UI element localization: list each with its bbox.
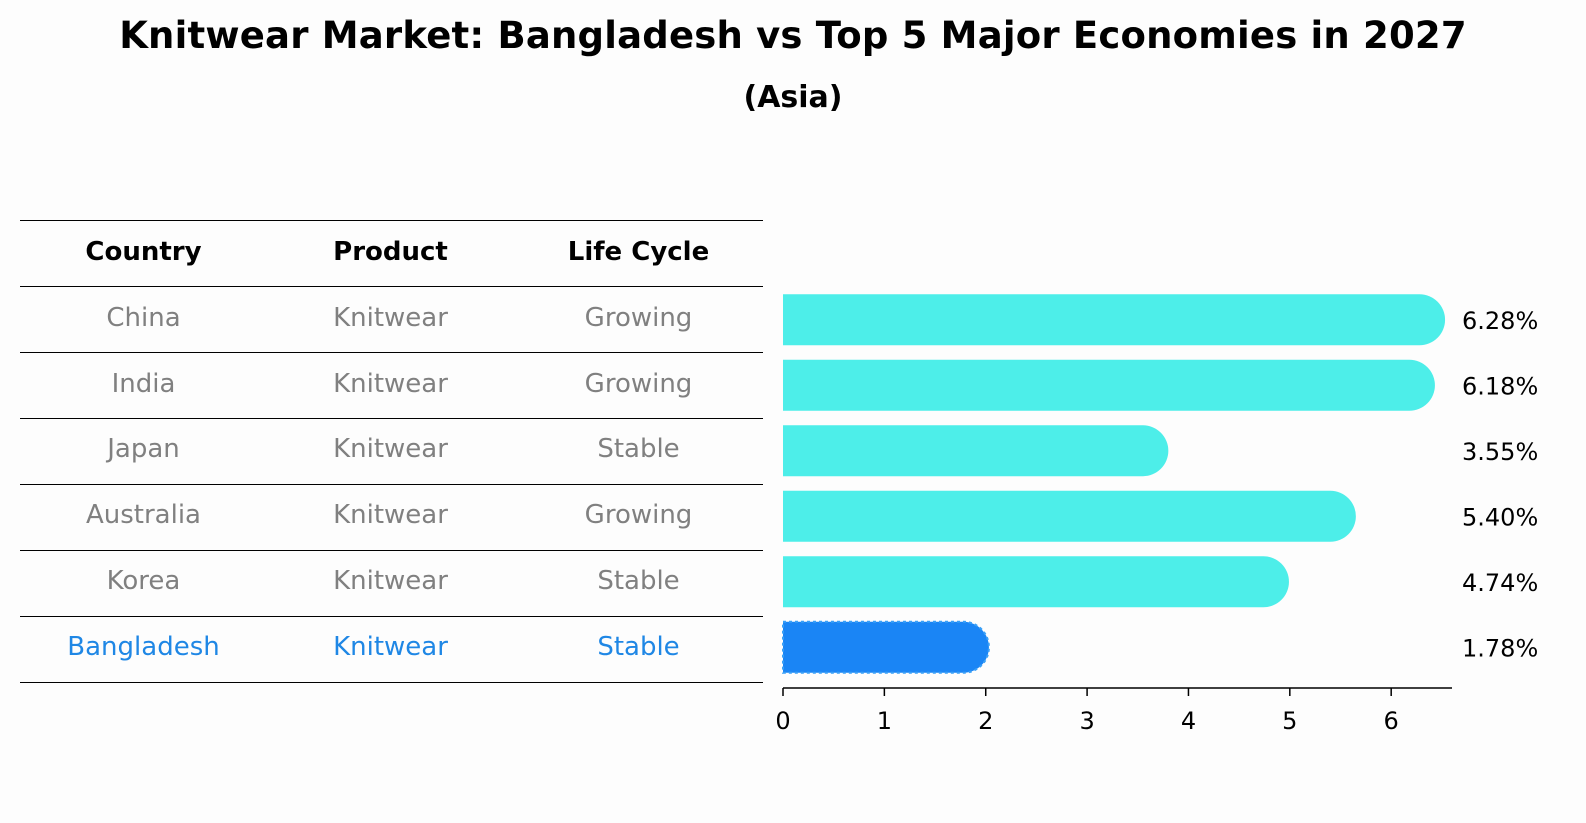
table-rule (20, 616, 763, 617)
bar-australia (783, 490, 1356, 542)
cell-life-cycle: Growing (584, 303, 693, 333)
value-label-india: 6.18% (1462, 372, 1538, 400)
cell-life-cycle: Stable (597, 632, 680, 662)
value-label-china: 6.28% (1462, 307, 1538, 335)
table-rule (20, 418, 763, 419)
table-rule (20, 550, 763, 551)
cell-life-cycle: Growing (584, 500, 693, 530)
cell-product: Knitwear (333, 632, 448, 662)
cell-life-cycle: Stable (597, 434, 680, 464)
cell-country: China (106, 303, 181, 333)
cell-product: Knitwear (333, 500, 448, 530)
column-header-life-cycle: Life Cycle (567, 237, 710, 267)
x-tick-label: 5 (1282, 707, 1297, 735)
table-rule (20, 352, 763, 353)
value-label-korea: 4.74% (1462, 569, 1538, 597)
value-label-japan: 3.55% (1462, 438, 1538, 466)
cell-country: Australia (85, 500, 201, 530)
table-rule (20, 220, 763, 221)
chart-subtitle: (Asia) (743, 80, 843, 115)
cell-country: India (111, 369, 176, 399)
bar-korea (783, 556, 1289, 608)
x-tick-label: 3 (1079, 707, 1094, 735)
bar-bangladesh (782, 620, 990, 674)
x-tick-label: 1 (877, 707, 892, 735)
value-label-bangladesh: 1.78% (1462, 634, 1538, 662)
cell-country: Korea (106, 566, 181, 596)
cell-product: Knitwear (333, 566, 448, 596)
bar-india (783, 359, 1435, 411)
cell-country: Japan (107, 434, 180, 464)
table-rule (20, 286, 763, 287)
cell-product: Knitwear (333, 434, 448, 464)
column-header-product: Product (333, 237, 448, 267)
cell-life-cycle: Stable (597, 566, 680, 596)
value-label-australia: 5.40% (1462, 503, 1538, 531)
chart-title: Knitwear Market: Bangladesh vs Top 5 Maj… (119, 14, 1467, 57)
x-tick-label: 4 (1181, 707, 1196, 735)
cell-product: Knitwear (333, 369, 448, 399)
cell-product: Knitwear (333, 303, 448, 333)
bar-japan (783, 425, 1169, 477)
table-rule (20, 682, 763, 683)
x-tick-label: 0 (775, 707, 790, 735)
table-rule (20, 484, 763, 485)
x-tick-label: 2 (978, 707, 993, 735)
column-header-country: Country (85, 237, 202, 267)
cell-life-cycle: Growing (584, 369, 693, 399)
x-tick-label: 6 (1384, 707, 1399, 735)
bar-china (783, 294, 1446, 346)
cell-country: Bangladesh (67, 632, 220, 662)
